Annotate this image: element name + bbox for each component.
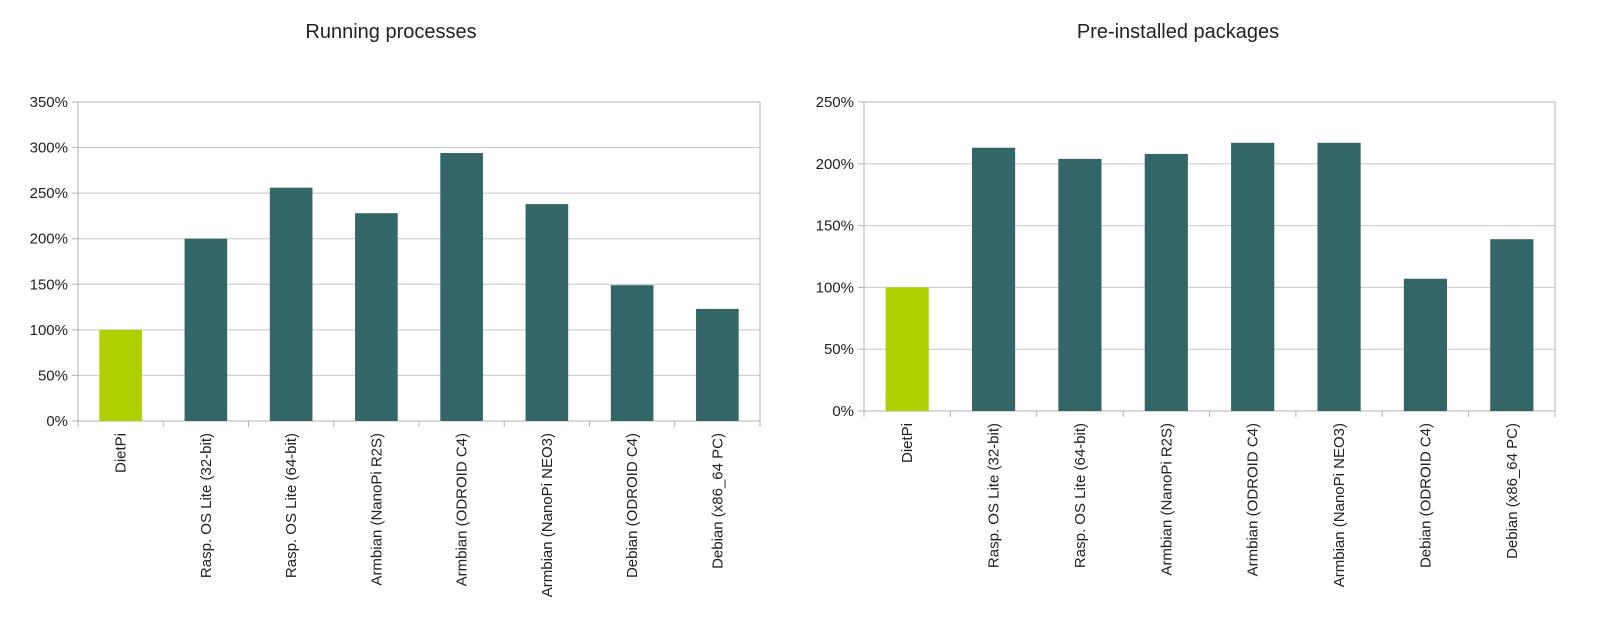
plot-area-frame (77, 101, 761, 422)
chart-title: Pre-installed packages (1077, 21, 1279, 43)
x-tick-label: DietPi (899, 423, 916, 463)
x-tick-label: Debian (ODROID C4) (1417, 423, 1434, 568)
x-tick-label: Debian (ODROID C4) (624, 433, 641, 578)
y-tick-label: 150% (816, 218, 854, 235)
y-tick-label: 50% (38, 367, 68, 384)
bar (885, 287, 929, 411)
bar (696, 308, 739, 421)
x-tick-label: Armbian (NanoPi NEO3) (539, 433, 556, 597)
x-tick-label: Debian (x86_64 PC) (1504, 423, 1521, 559)
bar (269, 187, 313, 421)
bar (184, 238, 228, 421)
bar (440, 153, 483, 422)
y-tick-label: 350% (30, 94, 68, 111)
bar (355, 213, 398, 421)
x-tick-label: Armbian (ODROID C4) (1245, 423, 1262, 576)
x-tick-label: Armbian (NanoPi NEO3) (1331, 423, 1348, 587)
running-processes-chart: Running processes 0% 50% 100% 150% 200% 250% 3… (30, 21, 761, 597)
x-tick-label: Armbian (NanoPi R2S) (368, 433, 385, 586)
plot-area-frame (863, 101, 1556, 412)
bar (1231, 142, 1275, 411)
y-tick-label: 100% (816, 279, 854, 296)
y-tick-label: 100% (30, 322, 68, 339)
bar (610, 285, 654, 421)
bar (971, 147, 1016, 411)
y-tick-label: 50% (824, 341, 854, 358)
bar (1403, 278, 1448, 411)
y-tick-label: 150% (30, 276, 68, 293)
x-tick-label: Armbian (ODROID C4) (454, 433, 471, 586)
bar (1317, 142, 1361, 411)
x-tick-label: Rasp. OS Lite (64-bit) (1072, 423, 1089, 568)
y-tick-label: 0% (832, 403, 854, 420)
x-tick-label: Rasp. OS Lite (32-bit) (198, 433, 215, 578)
y-tick-label: 0% (46, 413, 68, 430)
bar (1058, 158, 1102, 411)
x-tick-label: Armbian (NanoPi R2S) (1158, 423, 1175, 576)
bar (1490, 239, 1534, 411)
bar (525, 204, 569, 421)
x-tick-label: Rasp. OS Lite (32-bit) (986, 423, 1003, 568)
y-tick-label: 250% (816, 94, 854, 111)
x-tick-label: Rasp. OS Lite (64-bit) (283, 433, 300, 578)
y-tick-label: 250% (30, 185, 68, 202)
bar (99, 329, 142, 421)
y-tick-label: 300% (30, 140, 68, 157)
y-tick-label: 200% (30, 231, 68, 248)
x-tick-label: Debian (x86_64 PC) (709, 433, 726, 569)
bar (1144, 153, 1188, 412)
y-tick-label: 200% (816, 156, 854, 173)
x-tick-label: DietPi (113, 433, 130, 473)
chart-title: Running processes (305, 21, 476, 43)
pre-installed-packages-chart: Pre-installed packages 0% 50% 100% 150% 200%… (816, 21, 1556, 587)
